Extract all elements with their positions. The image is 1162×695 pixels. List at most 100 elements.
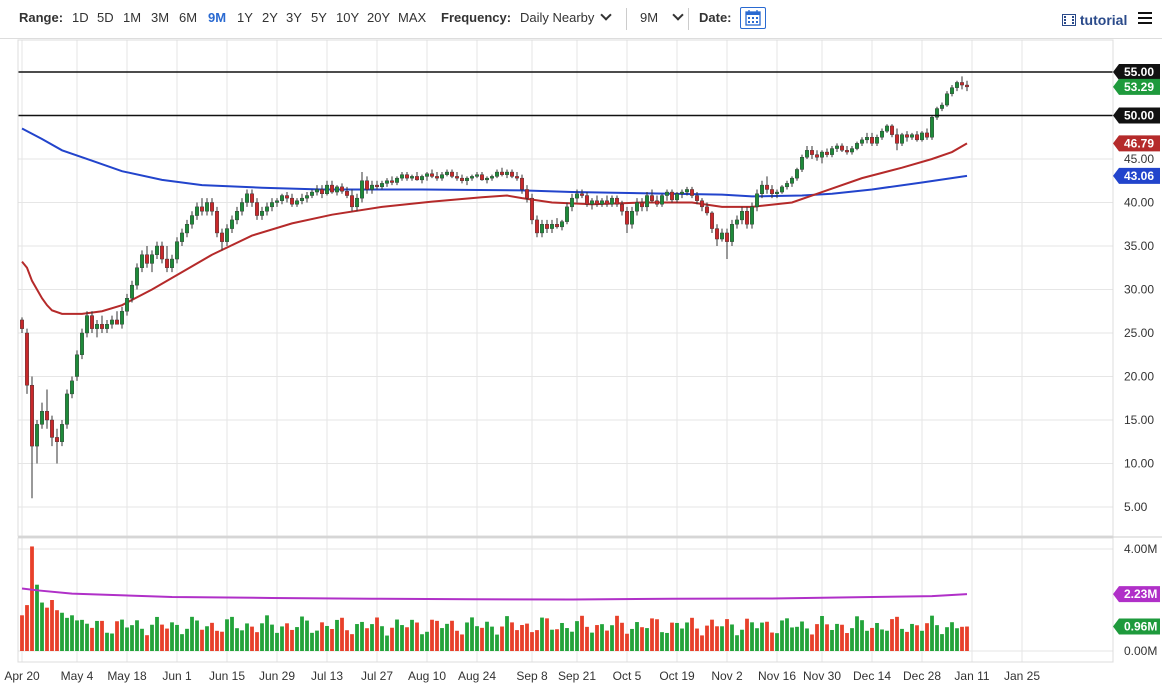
volume-bar [95, 620, 99, 651]
range-1d[interactable]: 1D [72, 10, 89, 25]
candle-body [370, 184, 375, 190]
candle-body [395, 177, 400, 183]
volume-bar [550, 629, 554, 651]
candle-body [830, 148, 835, 155]
volume-bar [885, 630, 889, 651]
candle-body [595, 200, 600, 205]
volume-bar [220, 631, 224, 651]
volume-bar [230, 616, 234, 651]
volume-bar [790, 627, 794, 651]
candle-body [770, 189, 775, 194]
range-1y[interactable]: 1Y [237, 10, 253, 25]
candle-body [179, 232, 184, 242]
candle-body [620, 204, 625, 212]
volume-bar [60, 612, 64, 651]
candle-body [615, 197, 620, 205]
volume-bar [25, 605, 29, 651]
range-5d[interactable]: 5D [97, 10, 114, 25]
candle-body [139, 254, 144, 268]
last-price-tag-background [1113, 78, 1160, 95]
volume-bar [710, 619, 714, 651]
y-tick-label: 5.00 [1124, 500, 1148, 514]
range-1m[interactable]: 1M [123, 10, 142, 25]
volume-bar [840, 624, 844, 651]
volume-bar [815, 624, 819, 651]
volume-bar [565, 628, 569, 651]
volume-tick-label: 4.00M [1124, 542, 1157, 556]
candle-body [730, 224, 735, 242]
candle-body [560, 221, 565, 228]
range-2y[interactable]: 2Y [262, 10, 278, 25]
frequency-select[interactable]: Daily Nearby [520, 9, 613, 25]
candle-body [515, 176, 520, 179]
volume-bar [410, 619, 414, 651]
volume-bars [20, 546, 969, 651]
candle-body [835, 145, 840, 149]
candle-body [79, 332, 84, 355]
candle-body [149, 254, 154, 264]
candle-body [460, 177, 465, 181]
candle-body [660, 195, 665, 205]
candle-body [860, 139, 865, 144]
candle-body [400, 174, 405, 179]
volume-bar [830, 629, 834, 651]
range-3m[interactable]: 3M [151, 10, 170, 25]
volume-bar [930, 615, 934, 651]
candle-body [550, 224, 555, 229]
candle-body [880, 130, 885, 138]
volume-bar [630, 628, 634, 651]
range-10y[interactable]: 10Y [336, 10, 360, 25]
volume-bar [670, 622, 674, 651]
candle-body [745, 210, 750, 225]
candle-body [625, 210, 630, 225]
volume-bar [40, 602, 44, 651]
toolbar-divider [626, 8, 627, 30]
last-price-tag: 53.29 [1124, 80, 1154, 94]
volume-bar [315, 630, 319, 651]
candle-body [325, 184, 330, 195]
candle-body [114, 319, 119, 325]
candle-body [715, 228, 720, 240]
candle-body [820, 151, 825, 158]
x-tick-label: Sep 21 [558, 669, 596, 683]
range-9m[interactable]: 9M [208, 10, 227, 25]
slow-ma-tag-background [1113, 167, 1160, 184]
range-label: Range: [19, 10, 64, 25]
volume-bar [820, 615, 824, 651]
range-3y[interactable]: 3Y [286, 10, 302, 25]
candle-body [405, 174, 410, 179]
candle-body [305, 195, 310, 199]
candle-body [930, 117, 935, 138]
calendar-button[interactable] [740, 7, 766, 29]
volume-bar [960, 626, 964, 651]
date-label: Date: [699, 10, 732, 25]
volume-bar [330, 628, 334, 651]
menu-icon[interactable] [1138, 12, 1152, 24]
candle-body [129, 284, 134, 299]
volume-bar [375, 617, 379, 651]
volume-bar [900, 628, 904, 651]
tutorial-link[interactable]: tutorial [1062, 12, 1127, 28]
candle-body [555, 224, 560, 228]
candle-body [300, 197, 305, 201]
level-55-tag: 55.00 [1124, 65, 1154, 79]
candle-body [94, 324, 99, 329]
x-tick-label: Nov 2 [711, 669, 743, 683]
volume-bar [415, 622, 419, 651]
volume-bar [300, 616, 304, 651]
price-levels [18, 71, 1113, 117]
range-max[interactable]: MAX [398, 10, 427, 25]
range-20y[interactable]: 20Y [367, 10, 391, 25]
volume-bar [850, 628, 854, 651]
candle-body [640, 202, 645, 208]
volume-bar [610, 625, 614, 651]
price-plot-frame [17, 39, 1114, 537]
candle-body [199, 206, 204, 212]
range-5y[interactable]: 5Y [311, 10, 327, 25]
volume-bar [600, 624, 604, 651]
candle-body [60, 424, 65, 442]
range-6m[interactable]: 6M [179, 10, 198, 25]
candle-body [885, 125, 890, 132]
period-select[interactable]: 9M [640, 9, 684, 25]
